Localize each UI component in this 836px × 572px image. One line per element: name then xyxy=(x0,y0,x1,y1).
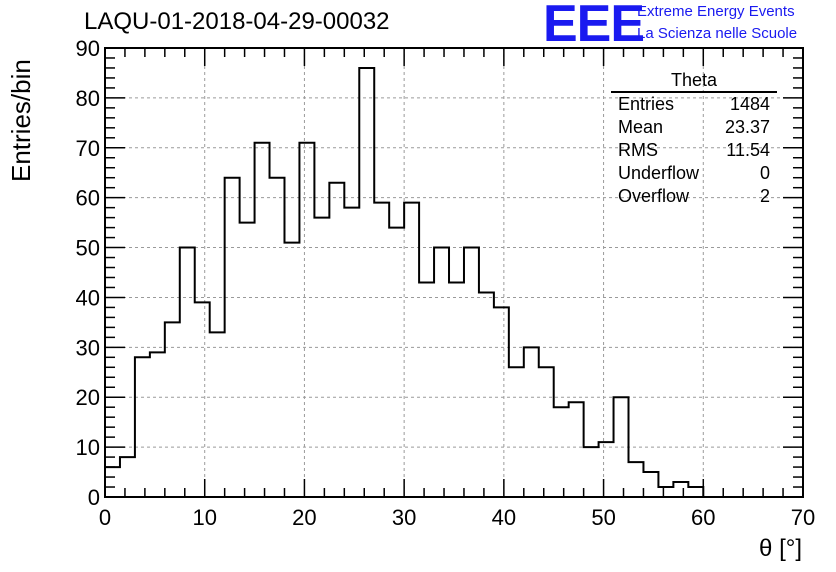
stats-row: Overflow 2 xyxy=(611,185,777,208)
stats-row: Underflow 0 xyxy=(611,162,777,185)
stats-value: 0 xyxy=(759,163,770,183)
chart-title: LAQU-01-2018-04-29-00032 xyxy=(84,8,390,35)
y-axis-label: Entries/bin xyxy=(6,59,36,182)
y-tick-label: 50 xyxy=(76,236,100,261)
stats-row: RMS 11.54 xyxy=(611,139,777,162)
logo-line-2: La Scienza nelle Scuole xyxy=(637,25,798,42)
x-tick-label: 30 xyxy=(392,505,416,530)
y-tick-label: 80 xyxy=(76,86,100,111)
stats-label: RMS xyxy=(618,140,658,160)
eee-logo: EEE xyxy=(543,0,645,53)
y-tick-label: 40 xyxy=(76,285,100,310)
x-tick-label: 60 xyxy=(691,505,715,530)
plot-frame xyxy=(104,47,804,498)
stats-value: 1484 xyxy=(729,94,770,114)
y-tick-label: 60 xyxy=(76,186,100,211)
stats-row: Mean 23.37 xyxy=(611,116,777,139)
grid-lines xyxy=(105,48,803,497)
x-tick-label: 10 xyxy=(192,505,216,530)
x-tick-label: 20 xyxy=(292,505,316,530)
x-tick-label: 0 xyxy=(99,505,111,530)
stats-label: Entries xyxy=(618,94,675,114)
y-tick-label: 20 xyxy=(76,385,100,410)
stats-value: 2 xyxy=(759,186,770,206)
stats-row: Entries 1484 xyxy=(611,93,777,116)
x-axis-label: θ [°] xyxy=(759,535,802,562)
logo-line-1: Extreme Energy Events xyxy=(637,3,795,20)
y-tick-label: 70 xyxy=(76,136,100,161)
histogram-series xyxy=(104,66,719,498)
stats-box: Theta Entries 1484 Mean 23.37 RMS 11.54 … xyxy=(611,70,777,208)
stats-title: Theta xyxy=(611,70,777,93)
stats-label: Underflow xyxy=(618,163,700,183)
x-tick-label: 40 xyxy=(492,505,516,530)
x-tick-label: 70 xyxy=(791,505,815,530)
stats-label: Overflow xyxy=(618,186,690,206)
y-tick-label: 90 xyxy=(76,36,100,61)
y-tick-label: 0 xyxy=(88,485,100,510)
stats-value: 11.54 xyxy=(726,140,770,160)
axis-ticks xyxy=(104,47,804,498)
stats-value: 23.37 xyxy=(724,117,770,137)
y-tick-label: 10 xyxy=(76,435,100,460)
stats-label: Mean xyxy=(618,117,664,137)
x-tick-label: 50 xyxy=(591,505,615,530)
y-tick-label: 30 xyxy=(76,335,100,360)
